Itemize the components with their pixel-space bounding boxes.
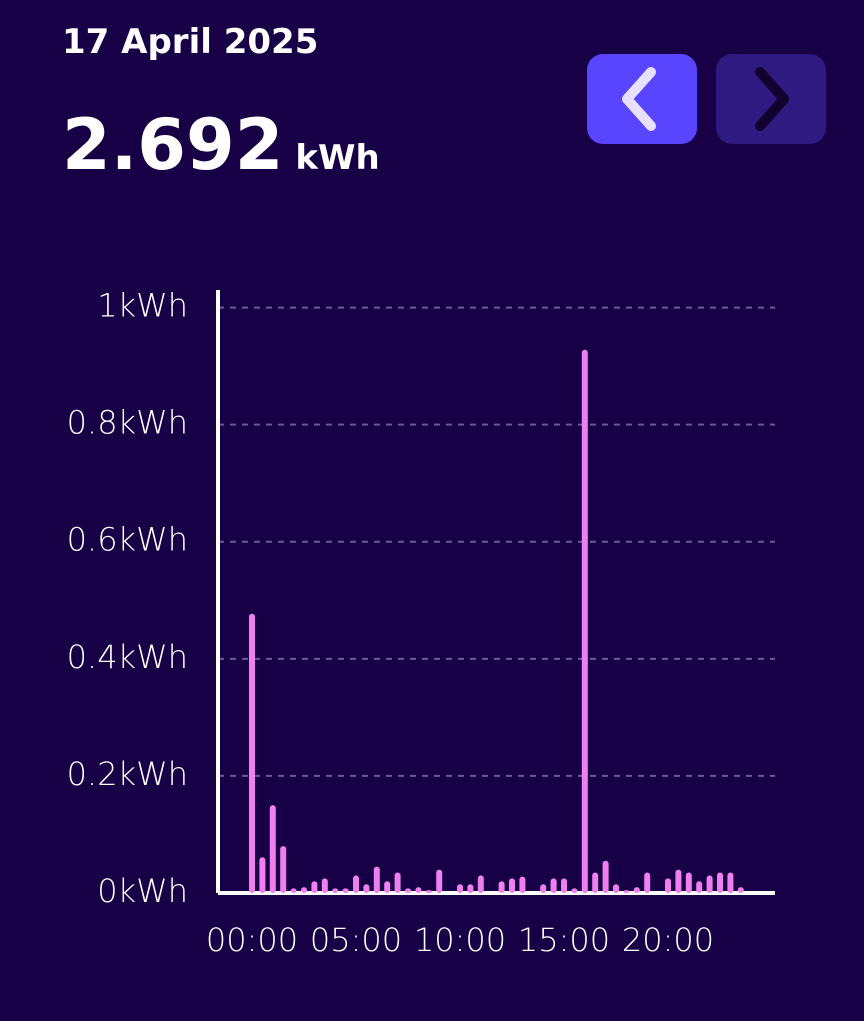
y-tick-label: 0kWh (97, 872, 188, 910)
y-tick-label: 0.2kWh (67, 755, 188, 793)
bar (717, 872, 723, 893)
bar (509, 878, 515, 893)
bar (592, 872, 599, 893)
y-tick-label: 1kWh (97, 287, 188, 325)
bar (363, 884, 370, 893)
y-tick-label: 0.4kWh (67, 638, 188, 676)
bar (249, 613, 255, 893)
bar (405, 888, 411, 893)
bar (550, 878, 557, 893)
bar (467, 884, 474, 893)
y-tick-label: 0.8kWh (67, 404, 188, 442)
bar (644, 872, 651, 893)
bar (675, 869, 682, 893)
bar (498, 881, 505, 893)
bar (685, 872, 692, 893)
bar (259, 857, 266, 893)
bar (384, 881, 391, 893)
bar (301, 887, 307, 893)
x-tick-label: 05:00 (310, 921, 402, 959)
bar (737, 887, 744, 893)
y-tick-label: 0.6kWh (67, 521, 188, 559)
prev-icon (622, 67, 656, 131)
bar (602, 860, 609, 893)
bar (457, 884, 463, 893)
bar (425, 890, 432, 893)
total-value: 2.692 (62, 104, 284, 186)
bar (394, 872, 401, 893)
bar (696, 881, 703, 893)
date: 17 April 2025 (62, 22, 319, 62)
total-unit: kWh (295, 138, 380, 178)
bar (280, 846, 287, 893)
total-usage: 2.692 kWh (62, 104, 380, 186)
bar (321, 878, 328, 893)
bar (613, 884, 619, 893)
bar (342, 888, 349, 893)
x-tick-label: 20:00 (622, 921, 714, 959)
bar (519, 876, 526, 893)
bar (665, 878, 671, 893)
bar (623, 890, 630, 893)
bar (540, 884, 547, 893)
bar (633, 887, 640, 893)
bar (290, 888, 297, 893)
bar (353, 875, 359, 893)
bar (561, 878, 567, 893)
x-tick-label: 15:00 (518, 921, 610, 959)
next-icon (755, 67, 789, 131)
previous-day-button[interactable] (587, 54, 697, 144)
bar (706, 875, 713, 893)
bar (581, 349, 588, 893)
bar (477, 875, 484, 893)
bar (373, 866, 380, 893)
bar (571, 888, 578, 893)
next-day-button[interactable] (716, 54, 826, 144)
bar (332, 888, 339, 893)
bar (436, 869, 443, 893)
bar (269, 805, 276, 893)
x-tick-label: 00:00 (206, 921, 298, 959)
bar (727, 872, 734, 893)
bar (415, 887, 422, 893)
bar (311, 881, 318, 893)
x-tick-label: 10:00 (414, 921, 506, 959)
